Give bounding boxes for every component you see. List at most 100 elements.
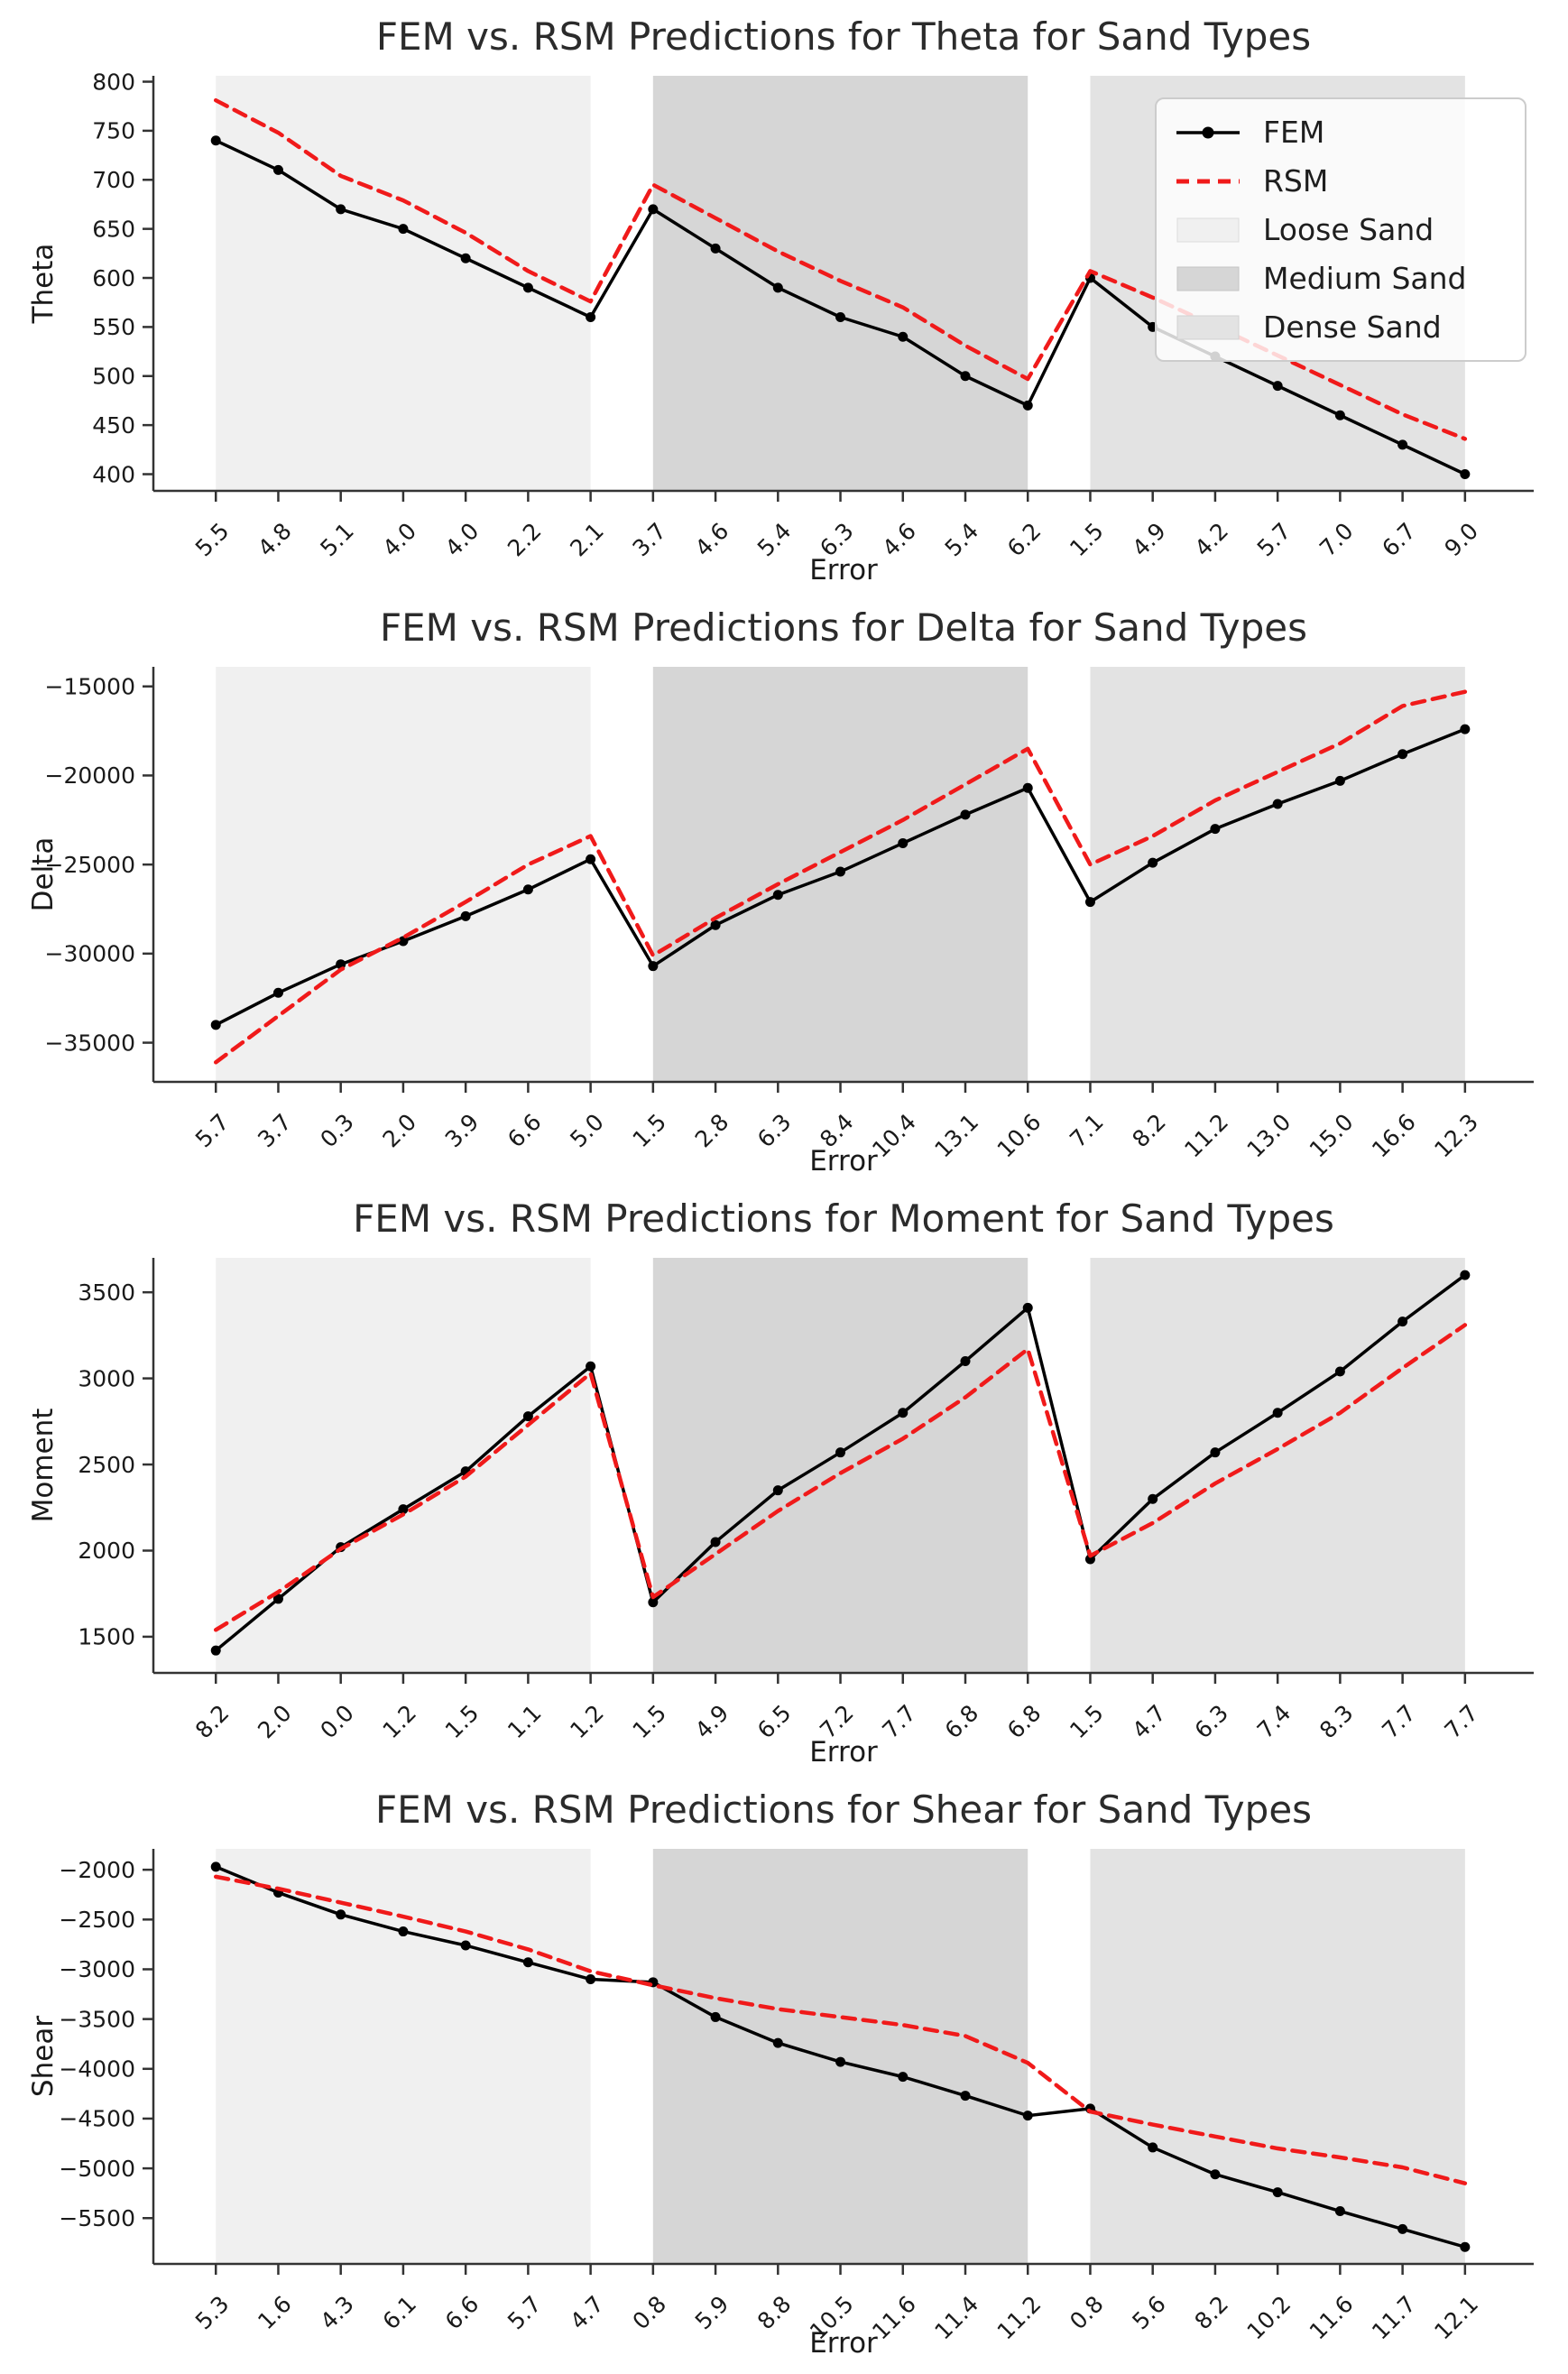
fem-marker [835,2056,846,2067]
fem-marker [398,936,409,947]
legend-item-fem: FEM [1175,112,1507,152]
fem-marker [1084,897,1095,908]
fem-marker [898,837,909,848]
fem-marker [960,2091,971,2101]
band-dense-sand [1090,1258,1465,1673]
y-tick-label: −5500 [59,2205,135,2231]
y-tick-label: −30000 [45,941,135,967]
fem-marker [1272,799,1283,809]
y-tick-label: −20000 [45,762,135,789]
fem-marker [648,961,659,972]
fem-marker [1148,1493,1158,1504]
dense-sand-patch-icon [1175,313,1241,342]
band-medium-sand [652,76,1028,491]
fem-marker [772,1485,783,1496]
fem-marker [210,135,221,146]
fem-marker [522,282,533,293]
fem-marker [586,312,596,323]
fem-marker [898,331,909,342]
fem-marker [835,312,846,323]
fem-marker [835,866,846,877]
chart-title: FEM vs. RSM Predictions for Delta for Sa… [379,605,1307,650]
fem-marker [522,884,533,895]
fem-marker [272,987,283,998]
fem-marker [1397,749,1408,760]
y-tick-label: 800 [92,69,135,95]
x-axis-label: Error [809,1145,878,1178]
fem-marker [398,224,409,235]
fem-marker [460,910,471,921]
y-tick-label: −2500 [59,1907,135,1933]
y-tick-label: −25000 [45,852,135,878]
fem-marker [586,854,596,864]
fem-marker [898,1408,909,1418]
chart-panel-shear: FEM vs. RSM Predictions for Shear for Sa… [0,1778,1568,2369]
fem-marker [648,204,659,215]
fem-marker [460,1940,471,1951]
band-medium-sand [652,1849,1028,2264]
fem-marker [1397,439,1408,450]
fem-marker [210,1645,221,1656]
legend-label: Loose Sand [1263,212,1434,247]
fem-marker [1022,400,1033,411]
fem-marker [1272,2187,1283,2198]
legend: FEM RSM Loose Sand Medi [1155,97,1526,362]
chart-panel-delta: FEM vs. RSM Predictions for Delta for Sa… [0,596,1568,1187]
x-axis-label: Error [809,1736,878,1769]
fem-marker [1334,410,1345,420]
fem-marker [960,371,971,382]
y-tick-label: −4000 [59,2056,135,2083]
fem-marker [398,1504,409,1515]
y-tick-label: 450 [92,412,135,439]
fem-marker [586,1361,596,1372]
y-tick-label: 600 [92,265,135,291]
y-tick-label: −4500 [59,2106,135,2132]
fem-marker [960,1356,971,1367]
fem-marker [1397,1316,1408,1327]
fem-marker [1334,1366,1345,1377]
fem-marker [336,1909,346,1920]
fem-marker [1210,2169,1221,2180]
y-tick-label: 500 [92,364,135,390]
fem-marker [1148,2142,1158,2153]
y-tick-label: −5000 [59,2156,135,2182]
y-tick-label: 550 [92,314,135,340]
fem-marker [1148,857,1158,868]
y-tick-label: 400 [92,461,135,487]
y-tick-label: −2000 [59,1857,135,1883]
chart-title: FEM vs. RSM Predictions for Theta for Sa… [375,14,1312,59]
legend-label: Dense Sand [1263,309,1442,345]
fem-marker [1272,1408,1283,1418]
rsm-line [213,689,1468,1065]
fem-marker [648,1597,659,1608]
rsm-dashed-line-sample-icon [1175,171,1241,191]
fem-marker [1397,2223,1408,2234]
fem-marker [710,2011,721,2022]
fem-marker [522,1957,533,1968]
band-loose-sand [216,667,591,1082]
legend-item-dense-sand: Dense Sand [1175,307,1507,347]
y-tick-label: 3000 [78,1365,135,1391]
fem-marker [1022,1302,1033,1313]
fem-marker [210,1020,221,1030]
fem-marker [272,1593,283,1604]
band-medium-sand [652,1258,1028,1673]
fem-marker [710,1537,721,1547]
fem-marker [1272,381,1283,392]
fem-marker [272,164,283,175]
chart-panel-moment: FEM vs. RSM Predictions for Moment for S… [0,1187,1568,1778]
band-loose-sand [216,1258,591,1673]
band-dense-sand [1090,667,1465,1082]
y-tick-label: −15000 [45,673,135,699]
fem-marker [336,204,346,215]
fem-marker [586,1974,596,1985]
fem-marker [772,890,783,901]
y-tick-label: −3000 [59,1956,135,1982]
fem-marker [835,1447,846,1458]
band-dense-sand [1090,1849,1465,2264]
fem-marker [1460,2241,1471,2252]
rsm-line [213,1874,1468,2185]
fem-marker [1022,782,1033,793]
